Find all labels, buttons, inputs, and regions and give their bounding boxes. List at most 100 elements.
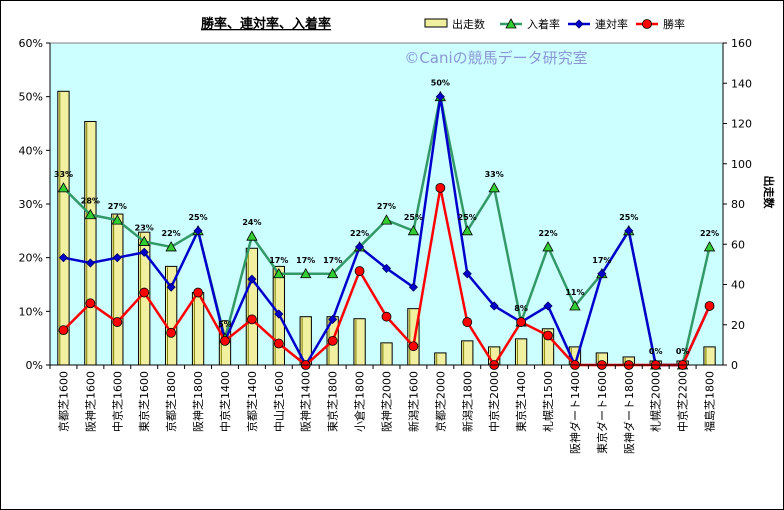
category-label-24: 福島芝1800 [703,371,717,432]
point-1-4 [166,282,176,292]
left-tick-label-5: 50% [19,91,43,104]
left-tick-label-2: 20% [19,252,43,265]
data-label-16: 33% [485,170,504,179]
point-1-20 [597,269,607,279]
data-label-2: 27% [108,202,127,211]
category-label-9: 阪神芝1400 [299,371,313,432]
legend-label-2: 連対率 [595,17,628,31]
point-1-3 [139,247,149,257]
data-label-17: 8% [514,304,528,313]
point-1-15 [462,269,472,279]
point-2-12 [381,311,392,322]
point-0-8 [273,267,285,279]
category-label-13: 新潟芝1600 [406,371,420,432]
point-0-9 [300,267,312,279]
data-label-11: 22% [350,229,369,238]
point-1-13 [408,282,418,292]
point-1-2 [112,253,122,263]
point-0-19 [569,300,581,311]
category-label-10: 東京芝1800 [326,371,340,432]
point-2-8 [273,338,284,349]
category-label-3: 東京芝1600 [137,371,151,432]
point-0-3 [138,235,150,246]
category-label-7: 京都芝1400 [245,371,259,432]
point-2-17 [516,317,526,327]
right-tick-label-2: 40 [731,279,745,292]
data-label-5: 25% [188,213,207,222]
right-tick-label-3: 60 [731,238,745,251]
data-label-10: 17% [323,256,342,265]
point-2-13 [408,341,419,352]
point-1-8 [274,309,284,319]
left-tick-label-3: 30% [19,198,43,211]
point-1-16 [489,301,499,311]
category-label-17: 東京芝1400 [514,371,528,432]
data-label-6: 5% [218,320,232,329]
right-tick-label-4: 80 [731,198,745,211]
point-2-7 [246,314,257,325]
point-2-0 [58,325,69,336]
data-label-18: 22% [538,229,557,238]
legend-label-0: 出走数 [452,17,485,31]
point-2-4 [166,327,177,338]
right-tick-label-6: 120 [731,118,752,131]
point-1-5 [193,226,203,236]
point-0-1 [84,208,97,220]
category-label-8: 中山芝1600 [273,371,286,432]
data-label-23: 0% [676,347,690,356]
data-label-14: 50% [431,79,450,88]
data-label-7: 24% [242,218,261,227]
point-1-14 [435,92,445,102]
point-2-14 [435,182,446,193]
category-label-15: 新潟芝1800 [460,371,474,432]
point-0-18 [542,241,554,252]
category-label-16: 中京芝2000 [487,371,501,432]
right-tick-label-8: 160 [731,37,752,50]
category-label-0: 京都芝1600 [56,371,70,432]
right-tick-label-0: 0 [731,359,738,372]
point-1-10 [328,314,338,324]
point-1-7 [247,274,257,284]
data-label-8: 17% [269,256,288,265]
point-1-11 [355,242,365,252]
point-0-24 [703,241,716,252]
category-label-14: 京都芝2000 [433,371,447,432]
category-label-22: 札幌芝2000 [649,371,663,432]
category-label-6: 中京芝1400 [218,371,232,432]
legend-marker-1 [505,18,517,29]
point-0-10 [326,267,339,279]
category-label-18: 札幌芝1500 [541,371,555,432]
data-label-20: 17% [592,256,611,265]
category-label-19: 阪神ダート1400 [568,371,582,454]
legend-marker-3 [642,19,652,29]
point-2-11 [354,266,365,276]
point-2-15 [462,317,473,327]
category-label-4: 京都芝1800 [164,371,178,432]
axes: 0% 10% 20% 30% 40% 50% 60% 0 20 40 60 80 100 120 140 16… [19,37,752,454]
point-1-18 [543,301,553,311]
point-0-12 [380,214,393,225]
data-label-15: 25% [458,213,477,222]
right-axis-label: 出走数 [762,176,776,210]
point-1-0 [58,253,69,263]
right-tick-label-7: 140 [731,77,752,90]
data-label-3: 23% [135,224,154,233]
point-2-6 [220,335,230,346]
point-2-18 [543,330,553,341]
point-0-15 [461,225,473,236]
plot-area [49,42,724,366]
data-label-13: 25% [404,213,423,222]
legend-label-3: 勝率 [663,17,685,31]
data-label-21: 25% [619,213,638,222]
point-0-13 [407,225,420,236]
point-0-0 [57,182,70,193]
legend-marker-2 [574,19,584,29]
category-label-21: 阪神ダート1800 [622,371,636,454]
legend: 出走数 入着率 連対率 勝率 [424,17,685,31]
data-label-12: 27% [377,202,396,211]
point-2-3 [139,287,150,298]
category-label-11: 小倉芝1800 [353,371,367,432]
point-0-7 [246,230,258,241]
